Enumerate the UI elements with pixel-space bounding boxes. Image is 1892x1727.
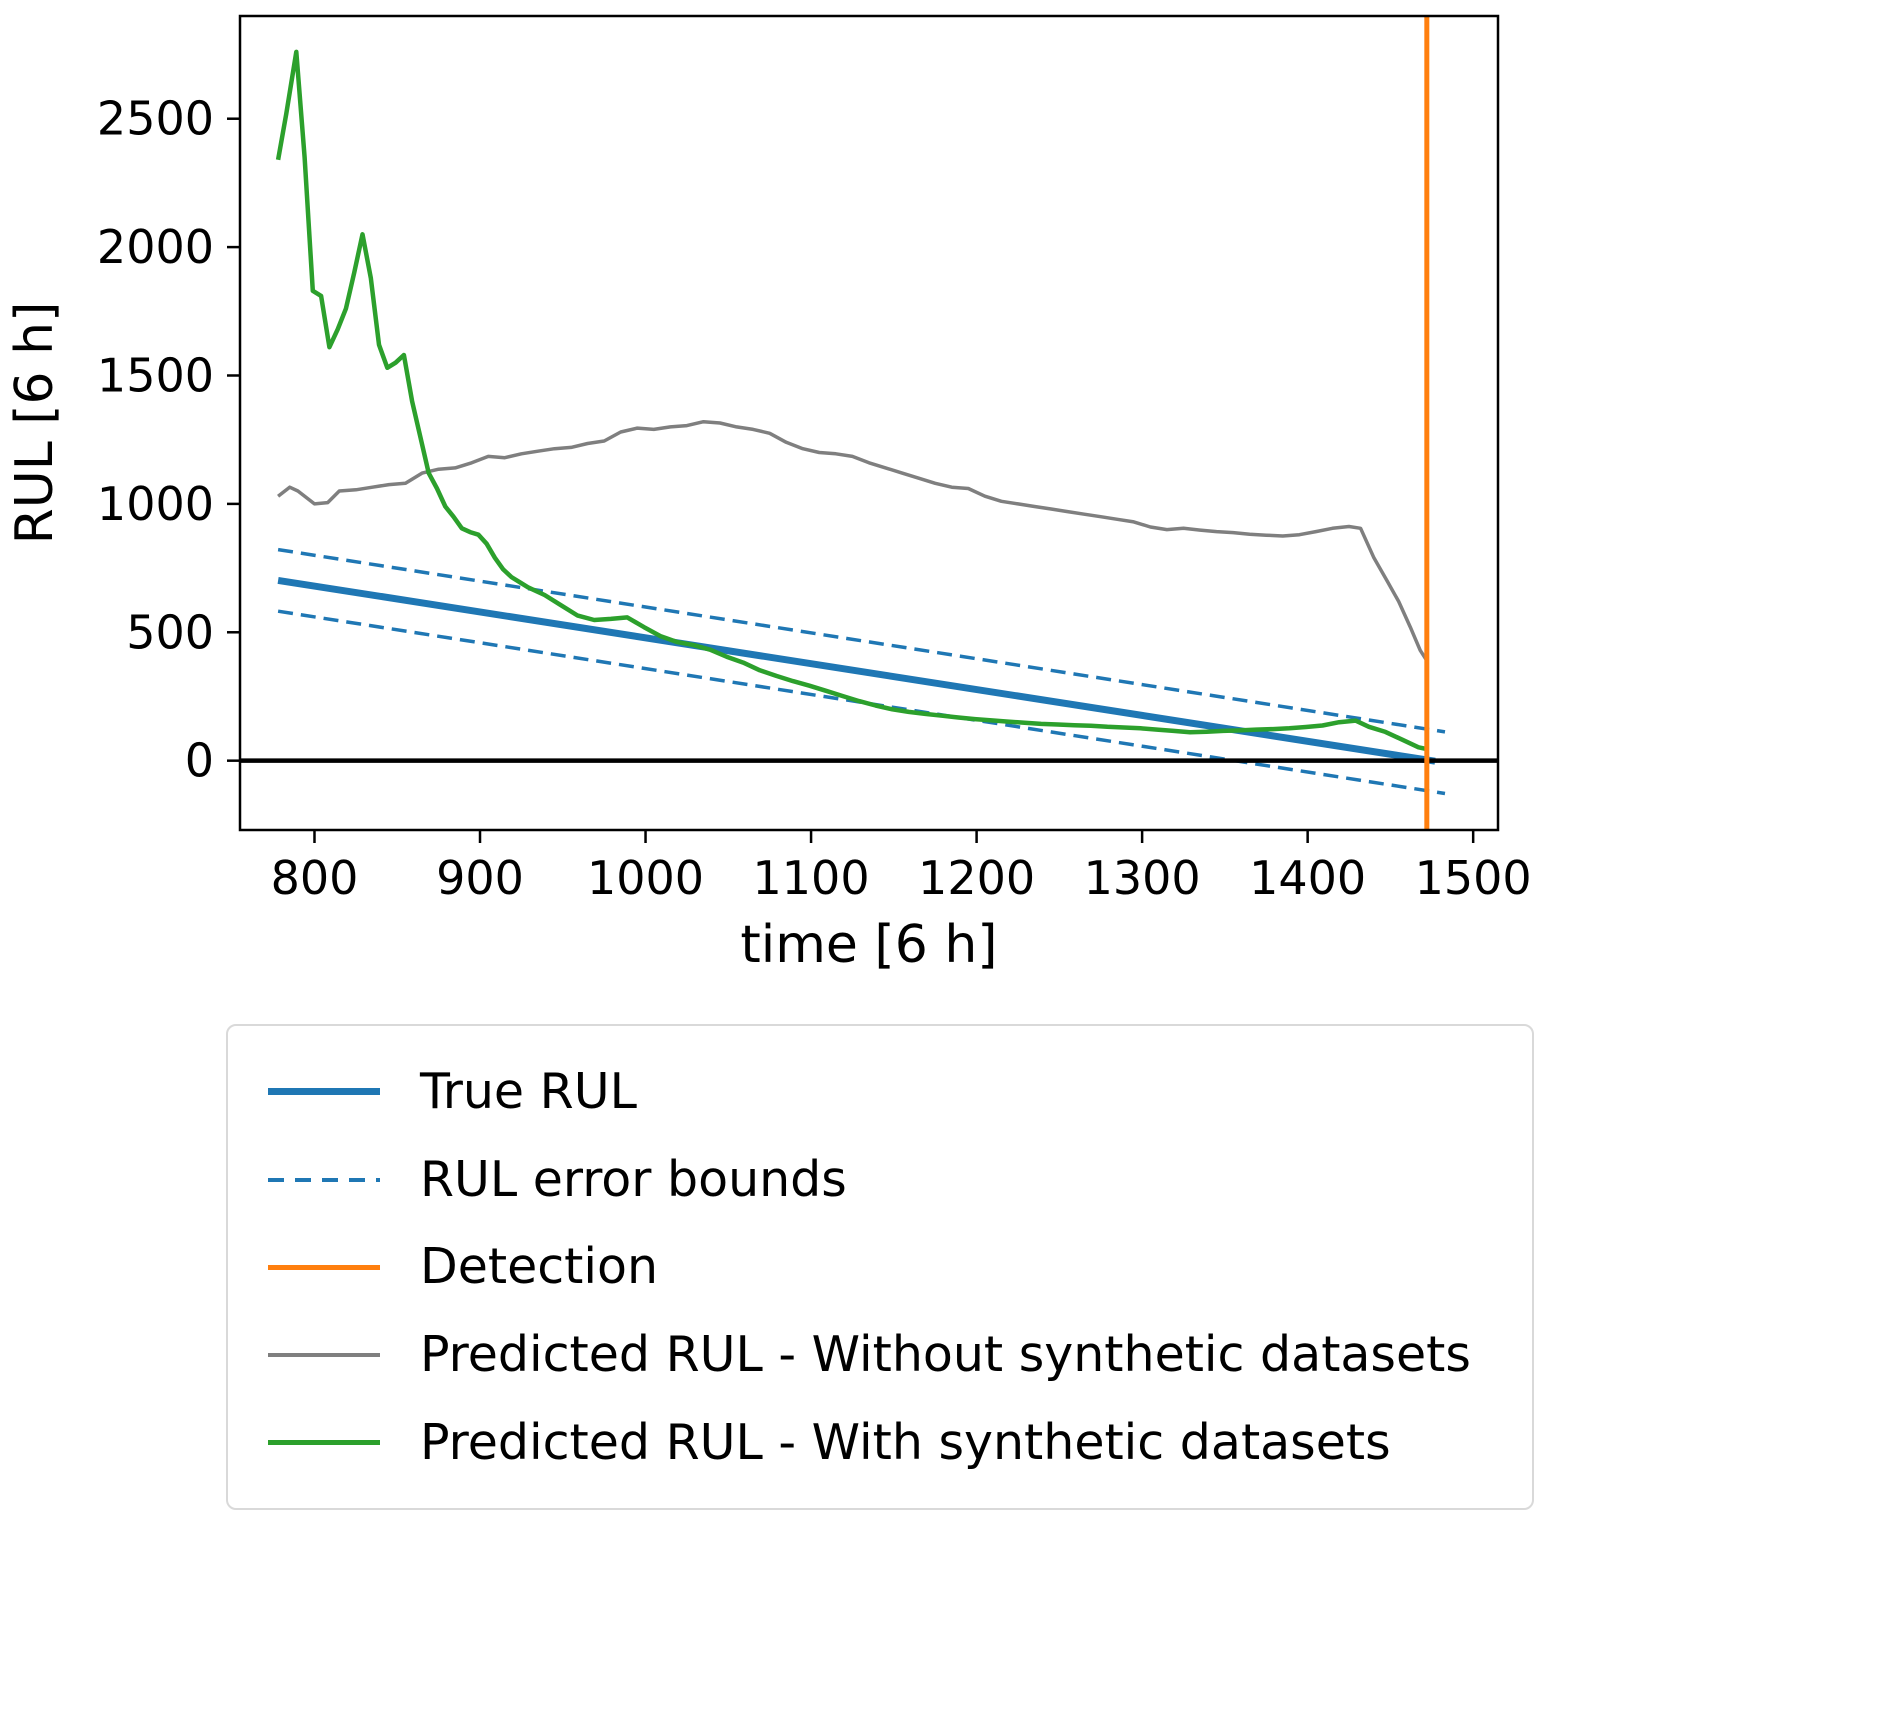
legend-item-detection: Detection xyxy=(250,1235,1502,1299)
y-tick-label: 1000 xyxy=(97,477,214,531)
series-predicted-without-synthetic xyxy=(277,419,1429,662)
legend-label-detection: Detection xyxy=(420,1238,659,1296)
y-tick-label: 1500 xyxy=(97,348,214,402)
legend-item-error-bounds: RUL error bounds xyxy=(250,1148,1502,1212)
x-axis-label: time [6 h] xyxy=(740,915,997,975)
series-true-rul xyxy=(277,576,1436,765)
true-rul-line-icon xyxy=(268,1088,380,1096)
x-tick-label: 1100 xyxy=(753,851,870,905)
legend: True RUL RUL error bounds Detection Pred… xyxy=(226,1024,1534,1511)
series-rul-error-bound-upper xyxy=(277,547,1446,734)
y-tick-label: 500 xyxy=(126,605,214,659)
legend-label-error-bounds: RUL error bounds xyxy=(420,1150,847,1208)
legend-item-true-rul: True RUL xyxy=(250,1060,1502,1124)
y-tick-label: 2500 xyxy=(97,92,214,146)
x-tick-label: 900 xyxy=(436,851,524,905)
series-rul-error-bound-lower xyxy=(277,609,1446,796)
predicted-without-synthetic-line-icon xyxy=(268,1352,380,1357)
legend-item-predicted-without-synthetic: Predicted RUL - Without synthetic datase… xyxy=(250,1323,1502,1387)
legend-item-predicted-with-synthetic: Predicted RUL - With synthetic datasets xyxy=(250,1411,1502,1475)
x-tick-label: 1500 xyxy=(1415,851,1532,905)
chart-layers: 800 900 1000 1100 1200 1300 1400 1500 0 500 1000 15… xyxy=(97,14,1532,905)
detection-line-icon xyxy=(268,1264,380,1270)
y-tick-label: 0 xyxy=(185,734,214,788)
legend-label-predicted-with-synthetic: Predicted RUL - With synthetic datasets xyxy=(420,1413,1391,1471)
x-tick-label: 800 xyxy=(271,851,359,905)
x-tick-label: 1200 xyxy=(918,851,1035,905)
y-axis-label: RUL [6 h] xyxy=(5,302,65,545)
legend-label-true-rul: True RUL xyxy=(420,1063,637,1120)
x-tick-label: 1400 xyxy=(1249,851,1366,905)
error-bounds-dashed-line-icon xyxy=(268,1177,380,1182)
predicted-with-synthetic-line-icon xyxy=(268,1440,380,1446)
y-tick-label: 2000 xyxy=(97,220,214,274)
plot-border xyxy=(238,14,1500,832)
series-layer xyxy=(275,49,1446,796)
legend-label-predicted-without-synthetic: Predicted RUL - Without synthetic datase… xyxy=(420,1326,1471,1384)
rul-chart: RUL [6 h] time [6 h] 800 900 1000 1100 1200 1… xyxy=(5,14,1532,975)
x-tick-label: 1000 xyxy=(587,851,704,905)
x-tick-label: 1300 xyxy=(1084,851,1201,905)
series-predicted-with-synthetic xyxy=(275,49,1428,752)
